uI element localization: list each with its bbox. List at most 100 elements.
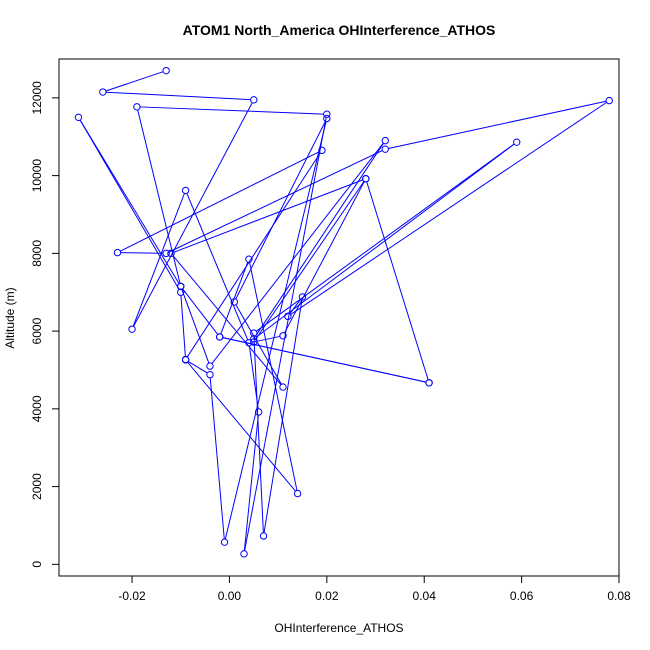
x-tick-label: 0.04 <box>413 589 437 603</box>
data-point <box>318 146 326 155</box>
data-point <box>167 249 175 258</box>
series-segment <box>140 106 324 115</box>
data-point <box>113 248 122 257</box>
y-axis: 0 2000 4000 6000 8000 10000 12000 <box>30 81 60 568</box>
series-segment <box>290 101 607 315</box>
data-point <box>250 329 258 337</box>
data-point <box>215 333 224 341</box>
series-segment <box>180 295 186 357</box>
data-point <box>220 538 229 546</box>
y-tick-label: 0 <box>30 561 44 568</box>
data-point <box>181 186 190 195</box>
series-segment <box>187 362 296 492</box>
x-axis: -0.02 0.00 0.02 0.04 0.06 0.08 <box>118 575 631 603</box>
series-segment <box>137 109 181 284</box>
series-segment <box>256 335 280 342</box>
series-segment <box>79 119 180 290</box>
series-segment <box>209 377 225 540</box>
series-segment <box>255 181 365 340</box>
series-segment <box>105 91 251 101</box>
y-tick-label: 4000 <box>30 395 44 422</box>
data-point <box>240 550 248 558</box>
series-segment <box>289 299 301 315</box>
x-axis-label: OHInterference_ATHOS <box>274 621 403 635</box>
data-point <box>250 335 258 343</box>
data-point <box>254 408 263 416</box>
series-segment <box>105 71 164 92</box>
series-segment <box>224 121 327 540</box>
series-segment <box>249 262 298 491</box>
x-tick-label: 0.06 <box>510 589 534 603</box>
series-segment <box>388 100 607 149</box>
data-point <box>74 113 83 122</box>
data-point <box>284 312 292 321</box>
x-tick-label: -0.02 <box>118 589 146 603</box>
data-point <box>279 383 287 391</box>
series-segment <box>235 121 326 300</box>
data-point <box>381 145 389 153</box>
data-point <box>245 255 253 263</box>
series-segment <box>188 361 208 374</box>
data-point <box>162 66 170 75</box>
series-segment <box>235 304 282 385</box>
series-segment <box>172 255 282 385</box>
chart-title: ATOM1 North_America OHInterference_ATHOS <box>183 22 496 38</box>
series-segment <box>186 152 321 358</box>
data-point <box>99 88 107 96</box>
series-segment <box>284 181 365 334</box>
data-point <box>323 114 331 123</box>
series-segment <box>220 262 249 335</box>
data-point <box>177 288 185 296</box>
data-point <box>206 362 214 370</box>
series-segment <box>182 288 219 335</box>
x-tick-label: 0.00 <box>218 589 242 603</box>
series-segment <box>211 142 384 364</box>
series-segment <box>181 289 210 364</box>
x-tick-label: 0.08 <box>607 589 631 603</box>
data-point <box>513 138 521 146</box>
data-point <box>230 298 239 306</box>
series-layer <box>74 66 613 558</box>
series-segment <box>243 415 259 551</box>
data-point <box>279 332 287 340</box>
series-segment <box>132 193 185 327</box>
y-tick-label: 8000 <box>30 240 44 267</box>
data-point <box>181 356 190 364</box>
data-point <box>323 110 331 118</box>
series-segment <box>366 181 429 380</box>
data-point <box>128 325 136 333</box>
data-point <box>177 282 185 291</box>
y-axis-label: Altitude (m) <box>3 287 17 348</box>
data-point <box>250 338 258 346</box>
y-tick-label: 6000 <box>30 317 44 344</box>
data-point <box>362 175 370 183</box>
data-point <box>245 339 253 347</box>
data-point <box>133 103 141 111</box>
y-tick-label: 12000 <box>30 81 44 115</box>
y-tick-label: 2000 <box>30 473 44 500</box>
series-segment <box>255 143 384 337</box>
series-segment <box>186 193 249 341</box>
data-point <box>206 370 214 379</box>
y-tick-label: 10000 <box>30 159 44 193</box>
data-point <box>425 379 433 387</box>
series-segment <box>256 143 515 332</box>
series-segment <box>263 299 303 533</box>
series-segment <box>222 337 427 383</box>
series-segment <box>253 336 264 533</box>
data-point <box>259 532 268 540</box>
data-point <box>381 136 389 145</box>
data-point <box>298 293 307 301</box>
series-segment <box>79 119 180 284</box>
data-point <box>162 249 170 258</box>
series-segment <box>168 150 383 253</box>
x-tick-label: 0.02 <box>315 589 339 603</box>
series-segment <box>120 252 163 254</box>
series-segment <box>120 151 320 252</box>
data-point <box>250 96 258 104</box>
series-segment <box>173 179 363 253</box>
plot-area-frame <box>58 58 620 577</box>
data-point <box>605 96 613 105</box>
data-point <box>293 489 302 498</box>
